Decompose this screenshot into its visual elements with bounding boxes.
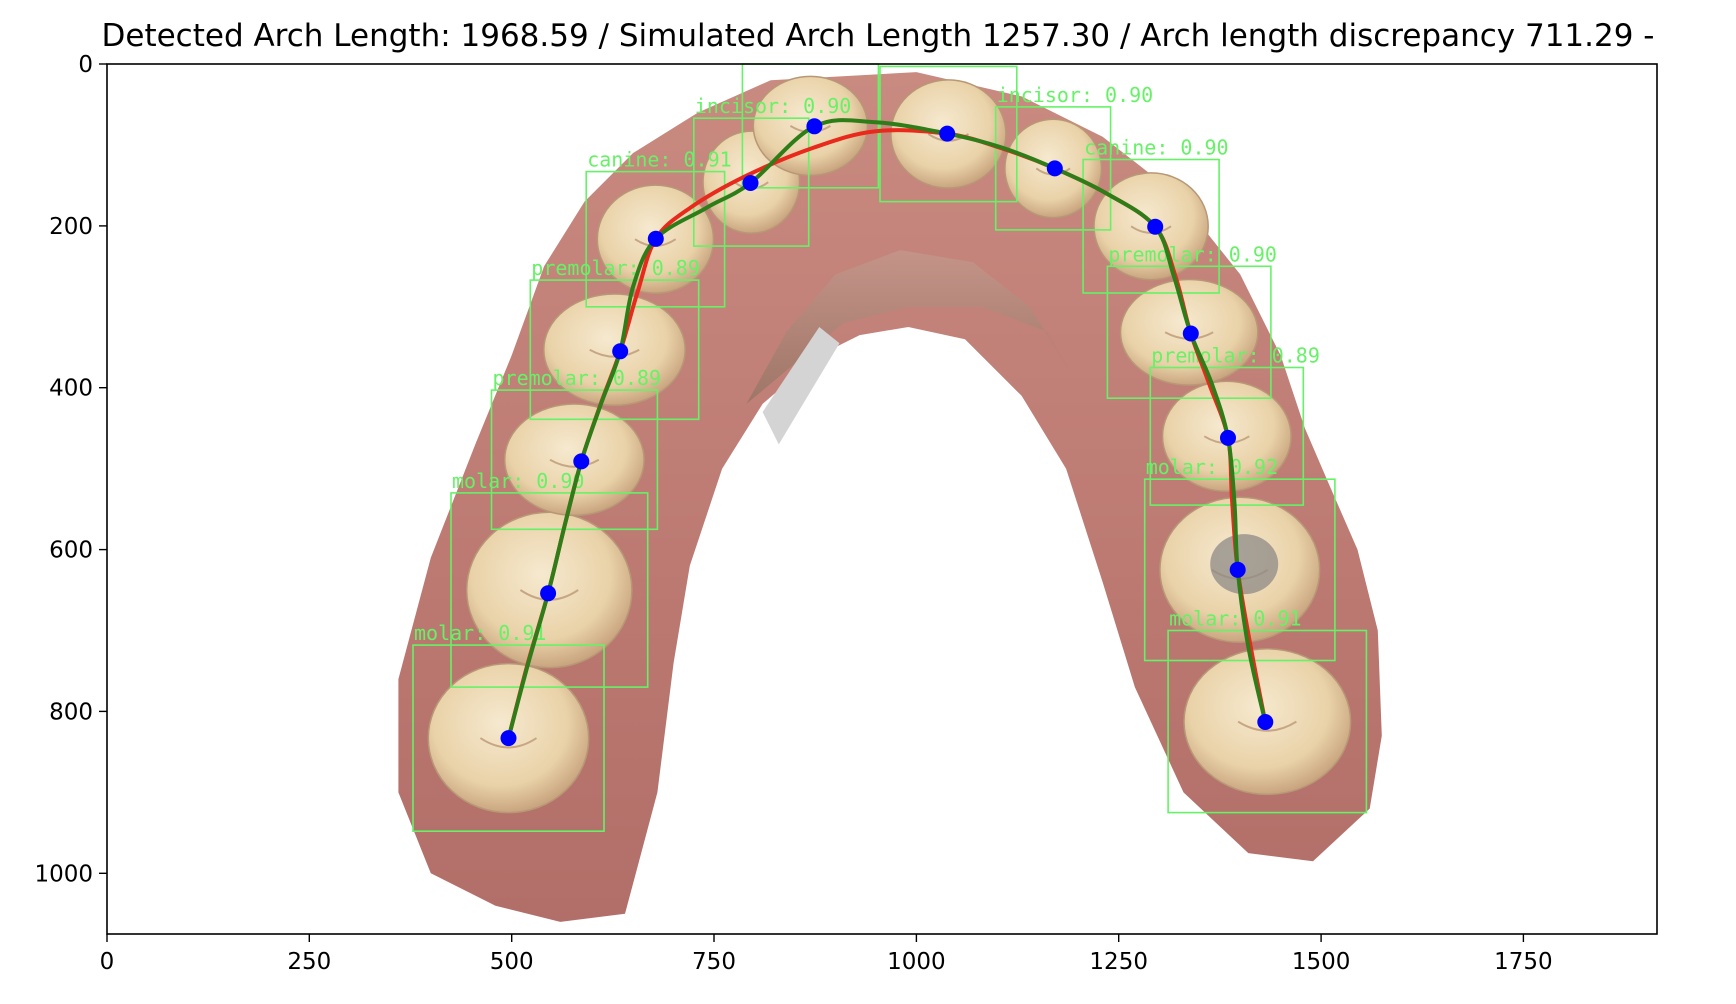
tooth-points xyxy=(500,118,1274,747)
detection-boxes: molar: 0.91 molar: 0.90 premolar: 0.89 prem… xyxy=(412,63,1368,832)
x-axis: 0 250 500 750 1000 1250 1500 1750 xyxy=(100,934,1553,975)
scan-shadow xyxy=(762,327,840,445)
palate-tissue xyxy=(746,250,1071,404)
detection-label: premolar: 0.89 xyxy=(493,366,662,390)
x-tick-label: 750 xyxy=(692,949,736,975)
plot-frame xyxy=(106,63,1658,935)
tooth-center-point xyxy=(540,585,557,602)
x-tick-label: 1500 xyxy=(1292,949,1351,975)
tooth-center-point xyxy=(939,125,956,142)
detection-box xyxy=(994,106,1112,231)
y-tick-label: 200 xyxy=(49,214,93,240)
detection-label: molar: 0.91 xyxy=(1169,607,1301,631)
tooth-center-point xyxy=(1229,561,1246,578)
detection-label: canine: 0.91 xyxy=(587,148,732,172)
detection-box xyxy=(1143,478,1336,662)
tooth-center-point xyxy=(1182,325,1199,342)
detection-box xyxy=(692,117,810,247)
detection-label: incisor: 0.90 xyxy=(997,83,1154,107)
palate-opening xyxy=(746,343,1087,934)
y-tick-label: 400 xyxy=(49,376,93,402)
detection-label: molar: 0.90 xyxy=(452,469,584,493)
x-tick-label: 0 xyxy=(100,949,115,975)
y-tick-label: 0 xyxy=(78,52,93,78)
detection-label: incisor: 0.90 xyxy=(695,94,852,118)
detection-label: canine: 0.90 xyxy=(1084,136,1229,160)
detection-box xyxy=(529,279,700,421)
tooth-center-point xyxy=(612,343,629,360)
tooth-center-point xyxy=(647,230,664,247)
tooth-center-point xyxy=(1147,218,1164,235)
detection-box xyxy=(450,492,649,688)
detection-label: molar: 0.91 xyxy=(414,621,546,645)
x-tick-label: 1250 xyxy=(1089,949,1148,975)
tooth-fissure xyxy=(479,737,538,749)
tooth-fissure xyxy=(1237,720,1297,732)
tooth-center-point xyxy=(573,453,590,470)
x-tick-label: 250 xyxy=(287,949,331,975)
tooth-center-point xyxy=(500,730,517,747)
detection-box xyxy=(585,170,726,308)
tooth-fissure xyxy=(549,458,600,468)
tooth-center-point xyxy=(806,118,823,135)
detection-box xyxy=(490,389,659,531)
detection-box xyxy=(1149,366,1305,506)
x-tick-label: 1750 xyxy=(1494,949,1553,975)
detection-box xyxy=(1106,265,1272,399)
chart-title: Detected Arch Length: 1968.59 / Simulate… xyxy=(102,18,1655,54)
detection-box xyxy=(1167,629,1368,814)
detection-box xyxy=(879,65,1018,203)
y-tick-label: 800 xyxy=(49,699,93,725)
y-axis: 0 200 400 600 800 1000 xyxy=(34,52,107,887)
detection-box xyxy=(412,644,605,832)
detection-box xyxy=(1082,158,1220,294)
detection-label: premolar: 0.90 xyxy=(1108,242,1277,266)
metal-filling xyxy=(1210,534,1279,595)
tooth-center-point xyxy=(742,175,759,191)
detection-label: molar: 0.92 xyxy=(1146,455,1278,479)
tooth-center-point xyxy=(1257,714,1274,730)
x-tick-label: 1000 xyxy=(887,949,946,975)
plot-area: molar: 0.91 molar: 0.90 premolar: 0.89 prem… xyxy=(106,63,1658,935)
x-tick-label: 500 xyxy=(490,949,534,975)
y-tick-label: 600 xyxy=(49,538,93,564)
tooth-center-point xyxy=(1046,160,1063,177)
detection-label: premolar: 0.89 xyxy=(531,256,700,280)
y-tick-label: 1000 xyxy=(34,861,93,887)
tooth-center-point xyxy=(1220,429,1236,446)
detection-label: premolar: 0.89 xyxy=(1151,344,1320,368)
